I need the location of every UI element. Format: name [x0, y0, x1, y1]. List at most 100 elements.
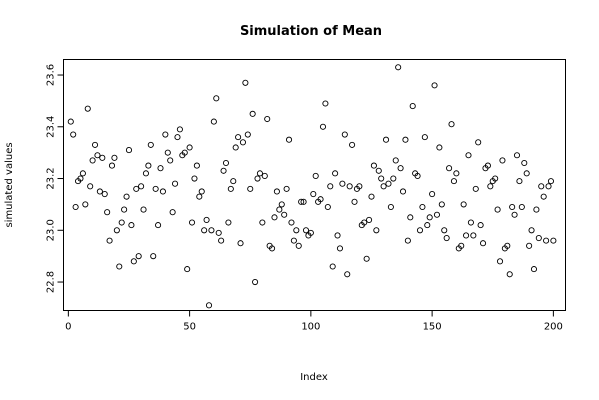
data-point	[504, 242, 511, 249]
data-point	[201, 227, 208, 234]
data-point	[329, 263, 336, 270]
data-point	[460, 201, 467, 208]
data-point	[269, 245, 276, 252]
data-point	[312, 172, 319, 179]
x-tick-label: 50	[183, 322, 196, 333]
data-point	[155, 222, 162, 229]
x-tick-label: 150	[423, 322, 442, 333]
data-point	[511, 211, 518, 218]
data-point	[370, 162, 377, 169]
chart-title: Simulation of Mean	[240, 24, 382, 39]
data-point	[184, 266, 191, 273]
data-point	[77, 175, 84, 182]
y-tick-label: 23.0	[46, 219, 57, 241]
data-point	[341, 131, 348, 138]
data-point	[543, 237, 550, 244]
data-point	[79, 170, 86, 177]
data-point	[351, 198, 358, 205]
data-point	[174, 134, 181, 141]
data-point	[332, 170, 339, 177]
data-point	[94, 152, 101, 159]
x-tick-label: 100	[301, 322, 320, 333]
data-point	[441, 227, 448, 234]
data-point	[453, 170, 460, 177]
data-point	[87, 183, 94, 190]
data-point	[399, 188, 407, 195]
data-point	[164, 149, 171, 156]
data-point	[135, 253, 142, 260]
data-point	[361, 219, 368, 226]
y-tick-label: 23.6	[46, 64, 57, 86]
data-point	[547, 178, 554, 185]
data-point	[130, 258, 137, 265]
data-point	[472, 185, 479, 192]
y-tick-label: 23.4	[46, 116, 57, 138]
data-point	[256, 170, 263, 177]
data-point	[319, 123, 327, 130]
data-point	[310, 191, 317, 198]
data-point	[518, 203, 525, 211]
data-point	[339, 180, 346, 187]
data-point	[91, 141, 99, 148]
data-point	[407, 214, 414, 221]
x-tick-label: 0	[65, 322, 71, 333]
data-point	[392, 157, 399, 164]
data-point	[307, 229, 314, 236]
data-point	[247, 185, 254, 192]
data-point	[169, 209, 176, 216]
data-point	[327, 183, 334, 190]
data-point	[349, 141, 356, 148]
data-point	[203, 216, 210, 223]
data-point	[373, 227, 380, 234]
data-point	[366, 216, 373, 223]
data-point	[506, 271, 513, 278]
data-point	[252, 278, 259, 286]
y-axis-label: simulated values	[4, 142, 15, 227]
data-point	[249, 110, 256, 117]
data-point	[230, 178, 237, 185]
data-point	[273, 188, 280, 195]
data-point	[213, 95, 220, 102]
data-point	[142, 170, 150, 177]
data-point	[159, 188, 166, 195]
data-point	[232, 144, 239, 151]
y-tick-label: 22.8	[46, 271, 57, 293]
data-point	[70, 131, 77, 138]
data-point	[446, 165, 453, 172]
data-point	[395, 64, 402, 71]
x-axis-label: Index	[300, 372, 328, 383]
data-point	[484, 162, 491, 169]
data-point	[538, 183, 545, 190]
data-point	[397, 165, 404, 172]
data-point	[363, 255, 370, 262]
data-point	[121, 206, 128, 213]
data-point	[295, 242, 302, 249]
data-point	[324, 203, 331, 211]
data-point	[198, 188, 205, 195]
data-point	[140, 206, 147, 213]
data-point	[356, 183, 363, 190]
data-point	[450, 178, 457, 185]
data-point	[222, 159, 230, 167]
data-point	[116, 263, 123, 270]
y-axis: 22.8 23.0 23.2 23.4 23.6	[46, 64, 64, 293]
data-point	[477, 222, 484, 229]
data-point	[104, 209, 111, 216]
data-point	[433, 211, 441, 218]
data-point	[125, 147, 133, 154]
data-point	[479, 240, 487, 247]
data-point	[513, 152, 521, 159]
data-point	[526, 242, 533, 249]
data-point	[540, 193, 547, 200]
y-tick-label: 23.2	[46, 167, 57, 189]
data-point	[288, 219, 295, 226]
data-point	[492, 175, 499, 182]
data-point	[470, 232, 477, 239]
data-point	[283, 185, 290, 192]
data-point	[72, 203, 79, 211]
data-point	[516, 178, 523, 185]
data-point	[533, 206, 540, 213]
data-point	[276, 206, 283, 213]
data-point	[99, 154, 106, 161]
